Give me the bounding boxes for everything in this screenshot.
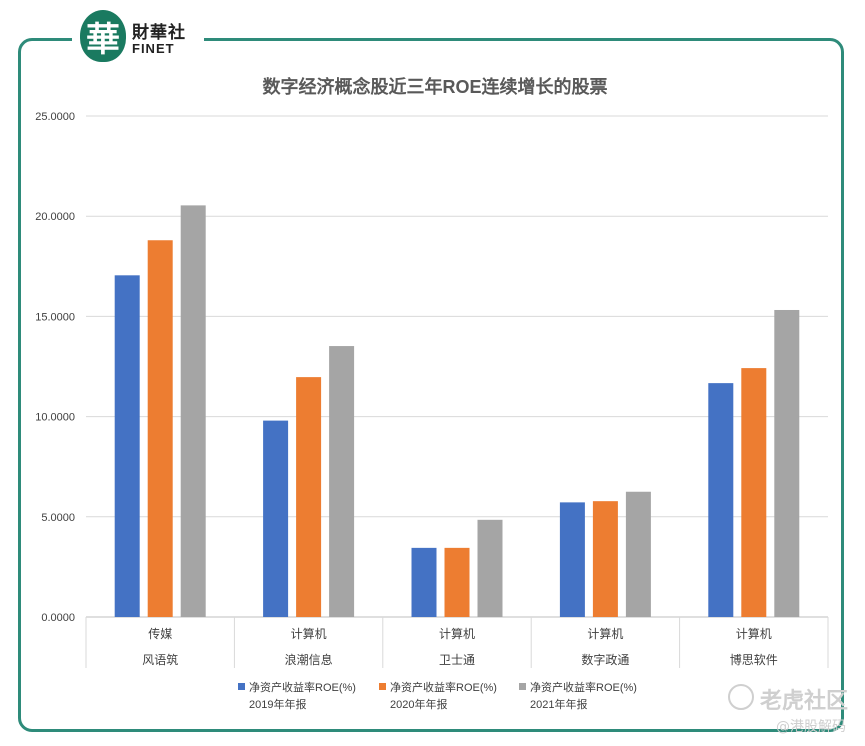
y-tick-label: 0.0000 [41, 612, 75, 624]
legend-swatch [379, 683, 386, 690]
y-axis-ticks: 0.0000 5.0000 10.0000 15.0000 20.0000 25.0000 [35, 111, 75, 624]
watermark-author: @港股解码 [776, 719, 846, 735]
bar [592, 501, 618, 617]
watermark-brand: 老虎社区 [760, 689, 849, 714]
category-industry-label: 计算机 [439, 626, 475, 641]
bar [114, 275, 140, 617]
bar [180, 205, 206, 617]
bar [774, 309, 800, 617]
gridlines [86, 115, 828, 618]
category-name-label: 卫士通 [439, 653, 475, 667]
bar [625, 491, 651, 617]
bar [329, 346, 355, 617]
category-name-label: 风语筑 [142, 652, 178, 667]
y-tick-label: 10.0000 [35, 412, 75, 424]
category-name-label: 浪潮信息 [285, 652, 333, 667]
legend-swatch [519, 683, 526, 690]
chart-title: 数字经济概念股近三年ROE连续增长的股票 [262, 76, 607, 97]
legend-swatch [238, 683, 245, 690]
legend-label-period: 2020年年报 [390, 697, 447, 711]
category-industry-label: 计算机 [587, 626, 623, 641]
bar [147, 240, 173, 618]
y-tick-label: 20.0000 [35, 211, 75, 223]
logo-mark: 華 [80, 10, 126, 62]
category-name-label: 博思软件 [730, 652, 778, 667]
bar [263, 420, 289, 617]
bar [741, 368, 767, 617]
category-industry-label: 传媒 [148, 626, 172, 641]
bar [559, 502, 585, 617]
legend-label: 净资产收益率ROE(%) [390, 680, 497, 694]
finet-logo: 華 財華社 FINET [72, 8, 204, 66]
legend-label: 净资产收益率ROE(%) [530, 680, 637, 694]
legend-label: 净资产收益率ROE(%) [249, 680, 356, 694]
bar [296, 377, 322, 617]
tiger-icon [728, 684, 754, 710]
logo-name-en: FINET [132, 41, 175, 56]
bar [444, 547, 470, 617]
chart-frame [18, 38, 844, 732]
category-industry-label: 计算机 [291, 626, 327, 641]
legend-label-period: 2021年年报 [530, 697, 587, 711]
bar [477, 519, 503, 617]
category-name-label: 数字政通 [581, 652, 629, 667]
logo-name-cn: 財華社 [132, 23, 186, 42]
category-industry-label: 计算机 [736, 626, 772, 641]
legend-label-period: 2019年年报 [249, 697, 306, 711]
bars [114, 205, 800, 618]
bar [411, 547, 437, 617]
y-tick-label: 15.0000 [35, 311, 75, 323]
y-tick-label: 25.0000 [35, 111, 75, 123]
y-tick-label: 5.0000 [41, 512, 75, 524]
bar [708, 383, 734, 617]
legend: 净资产收益率ROE(%) 2019年年报 净资产收益率ROE(%) 2020年年报 净资… [238, 680, 637, 711]
